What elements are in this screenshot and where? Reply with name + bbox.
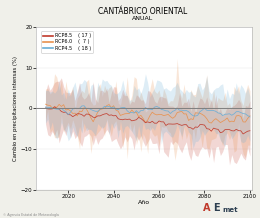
Text: CANTÁBRICO ORIENTAL: CANTÁBRICO ORIENTAL [98, 7, 188, 15]
Text: E: E [213, 203, 220, 213]
X-axis label: Año: Año [138, 200, 150, 205]
Text: ANUAL: ANUAL [132, 16, 154, 21]
Text: met: met [222, 206, 238, 213]
Text: A: A [203, 203, 210, 213]
Text: © Agencia Estatal de Meteorología: © Agencia Estatal de Meteorología [3, 213, 58, 217]
Legend: RCP8.5    ( 17 ), RCP6.0    (  7 ), RCP4.5    ( 18 ): RCP8.5 ( 17 ), RCP6.0 ( 7 ), RCP4.5 ( 18… [41, 31, 93, 53]
Y-axis label: Cambio en precipitaciones intensas (%): Cambio en precipitaciones intensas (%) [13, 56, 18, 161]
